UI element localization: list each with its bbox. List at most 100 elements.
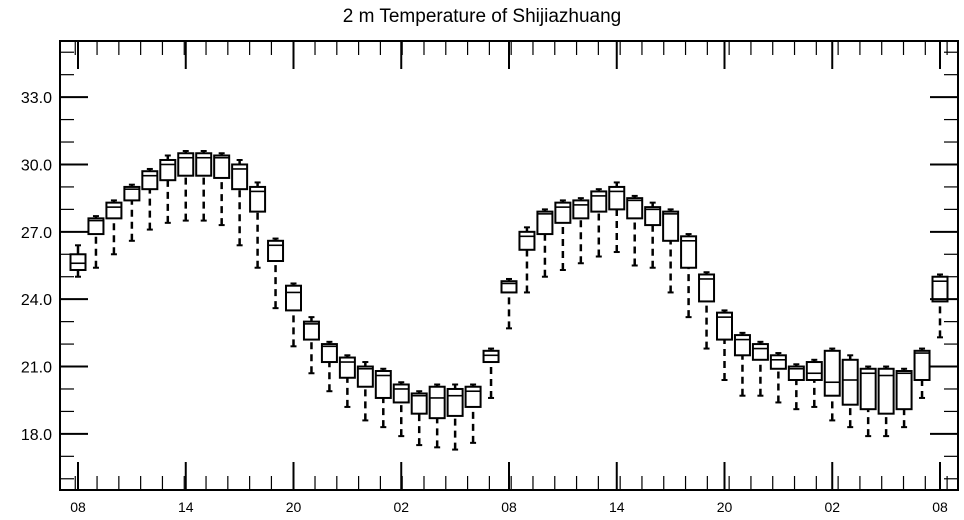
box-4 <box>141 167 159 231</box>
box-body <box>751 343 769 361</box>
box-20 <box>428 383 446 449</box>
y-tick-label: 18.0 <box>21 427 52 444</box>
box-body <box>338 356 356 379</box>
box-44 <box>859 365 877 438</box>
y-tick-label: 24.0 <box>21 292 52 309</box>
box-43 <box>841 354 859 429</box>
box-body <box>500 280 518 294</box>
box-body <box>446 387 464 417</box>
box-body <box>105 201 123 220</box>
box-46 <box>895 367 913 429</box>
box-18 <box>392 381 410 438</box>
box-body <box>231 163 249 191</box>
box-17 <box>374 367 392 429</box>
box-body <box>177 152 195 177</box>
box-38 <box>751 340 769 397</box>
box-body <box>877 367 895 415</box>
box-29 <box>590 188 608 258</box>
x-tick-label: 08 <box>932 499 948 515</box>
box-body <box>698 273 716 303</box>
box-body <box>87 217 105 236</box>
box-body <box>644 206 662 227</box>
box-25 <box>518 226 536 294</box>
box-body <box>213 154 231 179</box>
box-body <box>302 320 320 341</box>
box-body <box>895 370 913 411</box>
x-tick-label: 14 <box>609 499 625 515</box>
box-body <box>195 152 213 177</box>
box-body <box>482 349 500 364</box>
box-body <box>159 158 177 182</box>
box-35 <box>698 271 716 350</box>
box-body <box>787 365 805 381</box>
box-body <box>249 185 267 213</box>
box-37 <box>733 331 751 397</box>
y-tick-label: 21.0 <box>21 360 52 377</box>
y-tick-label: 30.0 <box>21 157 52 174</box>
box-12 <box>285 282 302 348</box>
box-32 <box>644 201 662 269</box>
box-body <box>320 343 338 364</box>
x-tick-label: 02 <box>824 499 840 515</box>
box-body <box>859 367 877 411</box>
x-tick-label: 20 <box>717 499 733 515</box>
box-3 <box>123 183 141 242</box>
box-36 <box>716 309 733 381</box>
box-body <box>285 284 302 312</box>
box-body <box>123 185 141 202</box>
box-body <box>267 239 285 263</box>
box-body <box>554 201 572 224</box>
box-11 <box>267 237 285 310</box>
box-14 <box>320 340 338 393</box>
box-0 <box>69 244 87 278</box>
box-body <box>931 275 949 303</box>
box-26 <box>536 208 554 278</box>
chart-title: 2 m Temperature of Shijiazhuang <box>342 6 622 27</box>
plot-frame <box>59 40 959 491</box>
box-9 <box>231 158 249 247</box>
box-23 <box>482 347 500 399</box>
box-5 <box>159 154 177 224</box>
box-41 <box>805 358 823 408</box>
box-body <box>626 197 644 220</box>
y-tick-label: 27.0 <box>21 225 52 242</box>
box-body <box>572 199 590 220</box>
box-33 <box>662 208 680 294</box>
x-tick-label: 02 <box>393 499 409 515</box>
box-body <box>518 230 536 251</box>
box-body <box>141 170 159 191</box>
box-body <box>805 361 823 381</box>
box-2 <box>105 199 123 256</box>
box-body <box>608 185 626 211</box>
x-tick-label: 08 <box>70 499 86 515</box>
box-body <box>823 349 841 397</box>
box-body <box>356 365 374 388</box>
box-body <box>841 358 859 406</box>
box-body <box>590 190 608 213</box>
axis-layer: 18.0 21.0 24.0 27.0 30.0 33.0 08 14 20 02 08 14 20 02… <box>21 40 959 515</box>
box-8 <box>213 152 231 227</box>
boxes-layer <box>69 150 949 451</box>
box-19 <box>410 390 428 447</box>
box-22 <box>464 383 482 444</box>
box-45 <box>877 365 895 438</box>
box-16 <box>356 361 374 422</box>
box-47 <box>913 347 931 399</box>
box-1 <box>87 215 105 269</box>
box-13 <box>302 316 320 375</box>
x-tick-label: 20 <box>286 499 302 515</box>
box-42 <box>823 347 841 422</box>
box-31 <box>626 194 644 267</box>
box-body <box>536 210 554 236</box>
box-body <box>410 392 428 415</box>
x-tick-label: 14 <box>178 499 194 515</box>
box-28 <box>572 197 590 265</box>
box-7 <box>195 150 213 222</box>
box-27 <box>554 199 572 271</box>
box-body <box>374 370 392 399</box>
box-body <box>716 311 733 341</box>
box-body <box>769 354 787 370</box>
box-body <box>733 334 751 357</box>
